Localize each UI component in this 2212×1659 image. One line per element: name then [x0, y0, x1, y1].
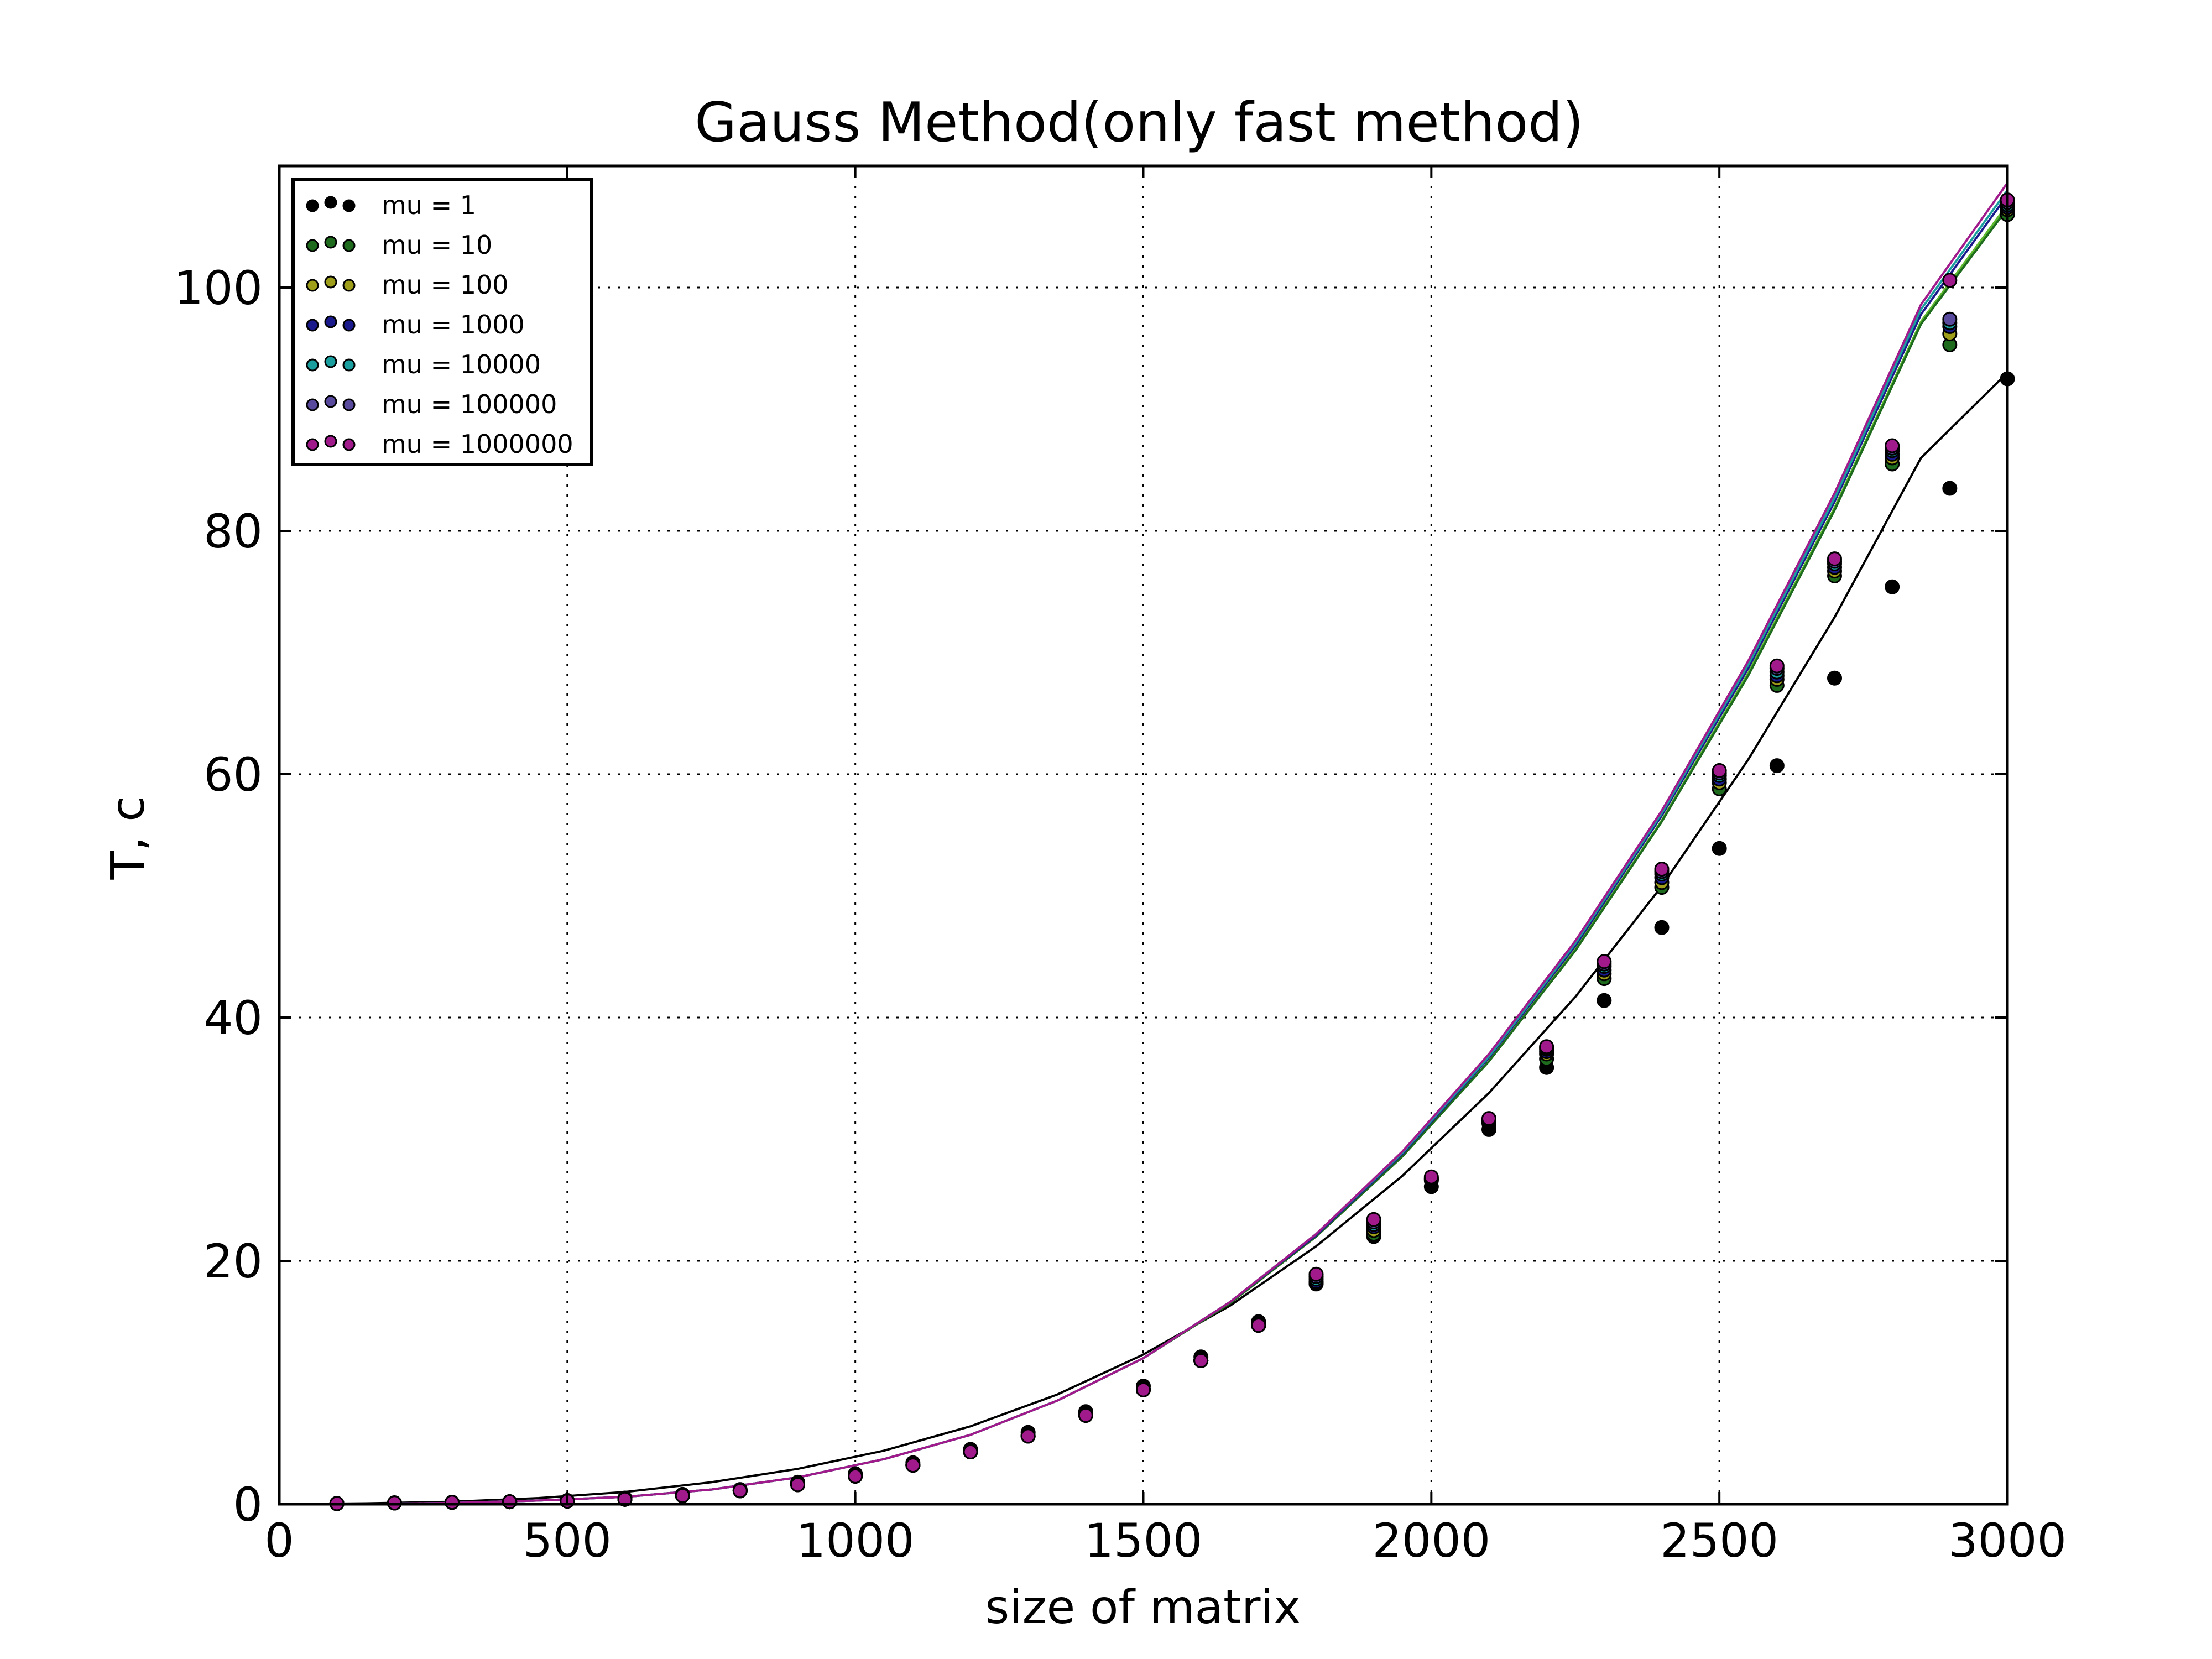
legend-marker: [306, 279, 319, 292]
data-point: [1539, 1039, 1554, 1055]
legend-marker: [306, 199, 319, 212]
legend-marker: [306, 358, 319, 372]
y-tick-label: 80: [204, 504, 263, 559]
data-point: [1769, 758, 1785, 774]
data-point: [1769, 658, 1785, 674]
x-tick-label: 0: [264, 1514, 294, 1568]
legend-label: mu = 100000: [382, 389, 557, 419]
data-point: [1597, 993, 1612, 1008]
data-point: [1654, 920, 1670, 935]
x-tick-label: 1500: [1084, 1514, 1203, 1568]
legend-marker: [324, 435, 337, 448]
data-point: [1885, 438, 1900, 453]
data-point: [1136, 1382, 1151, 1397]
legend-item: mu = 1000000: [306, 429, 573, 459]
legend-marker: [342, 438, 356, 451]
legend-item: mu = 10000: [306, 349, 541, 379]
data-point: [675, 1488, 690, 1504]
data-point: [1366, 1212, 1381, 1227]
data-point: [1193, 1353, 1209, 1368]
y-axis-label: T, c: [101, 796, 155, 880]
legend-marker: [306, 319, 319, 332]
data-point: [1597, 954, 1612, 969]
x-tick-label: 2500: [1660, 1514, 1778, 1568]
legend-marker: [324, 236, 337, 249]
data-point: [963, 1444, 978, 1459]
data-point: [848, 1468, 863, 1484]
data-points: [329, 192, 2015, 1511]
y-tick-label: 40: [204, 991, 263, 1045]
axis-ticks: [278, 166, 2008, 1505]
grid: [279, 166, 2007, 1504]
data-point: [502, 1494, 518, 1510]
legend-box: [291, 178, 593, 466]
data-point: [1942, 273, 1958, 288]
y-tick-label: 0: [233, 1478, 263, 1532]
x-tick-label: 2000: [1372, 1514, 1490, 1568]
data-point: [790, 1477, 805, 1493]
data-point: [1712, 763, 1727, 778]
x-axis-tick-labels: 0 500 1000 1500 2000 2500 3000: [264, 1514, 2067, 1568]
data-point: [1942, 481, 1958, 496]
legend-marker: [342, 239, 356, 252]
legend-marker: [324, 355, 337, 368]
data-point: [1654, 862, 1670, 877]
data-point: [1078, 1407, 1093, 1423]
legend-marker: [324, 275, 337, 289]
data-point: [1942, 311, 1958, 327]
legend-item: mu = 1: [306, 190, 476, 220]
legend-item: mu = 10: [306, 230, 492, 260]
legend-marker: [306, 239, 319, 252]
data-point: [617, 1491, 633, 1507]
legend-items: mu = 1 mu = 10 mu = 100 mu = 1000 mu = 10000…: [306, 190, 573, 459]
legend-marker: [342, 319, 356, 332]
legend-label: mu = 100: [382, 270, 509, 300]
x-tick-label: 500: [523, 1514, 612, 1568]
legend-marker: [342, 199, 356, 212]
chart-title: Gauss Method(only fast method): [695, 91, 1583, 154]
data-point: [1251, 1318, 1266, 1333]
legend-marker: [306, 438, 319, 451]
data-point: [1827, 670, 1842, 686]
legend-marker: [342, 398, 356, 411]
data-point: [905, 1458, 921, 1473]
legend-label: mu = 10000: [382, 349, 541, 379]
legend-marker: [324, 196, 337, 209]
y-tick-label: 60: [204, 748, 263, 802]
data-point: [1481, 1111, 1496, 1126]
legend-label: mu = 10: [382, 230, 492, 260]
data-point: [732, 1483, 748, 1499]
legend-marker: [324, 395, 337, 408]
legend-item: mu = 1000: [306, 310, 525, 340]
x-tick-label: 3000: [1948, 1514, 2067, 1568]
data-point: [1308, 1266, 1324, 1282]
legend-marker: [342, 279, 356, 292]
data-point: [1827, 551, 1842, 567]
x-tick-label: 1000: [796, 1514, 915, 1568]
x-axis-label: size of matrix: [985, 1580, 1301, 1634]
data-point: [1020, 1428, 1036, 1444]
y-axis-tick-labels: 0 20 40 60 80 100: [174, 261, 263, 1532]
y-tick-label: 100: [174, 261, 263, 315]
data-point: [1885, 579, 1900, 594]
legend-item: mu = 100000: [306, 389, 557, 419]
legend-label: mu = 1000000: [382, 429, 573, 459]
data-point: [1423, 1169, 1439, 1185]
legend-item: mu = 100: [306, 270, 509, 300]
legend: mu = 1 mu = 10 mu = 100 mu = 1000 mu = 10000…: [291, 178, 593, 466]
legend-marker: [306, 398, 319, 411]
legend-marker: [342, 358, 356, 372]
data-point: [445, 1495, 460, 1510]
legend-label: mu = 1: [382, 190, 476, 220]
y-tick-label: 20: [204, 1234, 263, 1288]
legend-label: mu = 1000: [382, 310, 525, 340]
data-point: [1712, 841, 1727, 856]
legend-marker: [324, 315, 337, 328]
